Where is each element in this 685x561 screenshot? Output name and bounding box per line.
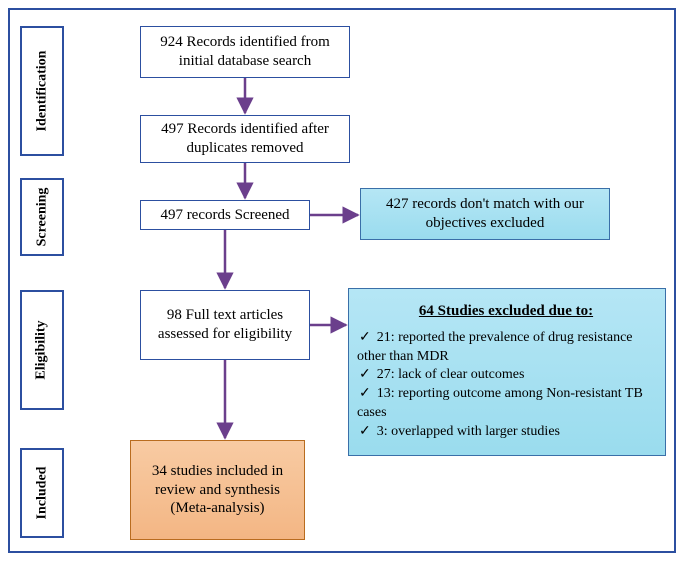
node-excluded-eligibility: 64 Studies excluded due to: 21: reported… xyxy=(348,288,666,456)
excluded-title: 64 Studies excluded due to: xyxy=(357,302,655,321)
node-excluded-screening: 427 records don't match with our objecti… xyxy=(360,188,610,240)
excluded-reason: 13: reporting outcome among Non-resistan… xyxy=(357,385,655,423)
node-records-dedup: 497 Records identified after duplicates … xyxy=(140,115,350,163)
node-records-initial: 924 Records identified from initial data… xyxy=(140,26,350,78)
node-text: 497 records Screened xyxy=(160,206,289,225)
node-records-screened: 497 records Screened xyxy=(140,200,310,230)
phase-label-text: Identification xyxy=(34,51,50,132)
phase-identification: Identification xyxy=(20,26,64,156)
phase-label-text: Screening xyxy=(34,188,50,247)
node-text: 427 records don't match with our objecti… xyxy=(369,195,601,233)
phase-included: Included xyxy=(20,448,64,538)
excluded-reasons-list: 21: reported the prevalence of drug resi… xyxy=(357,329,655,442)
node-text: 34 studies included in review and synthe… xyxy=(139,462,296,518)
phase-label-text: Eligibility xyxy=(34,320,50,379)
node-text: 924 Records identified from initial data… xyxy=(149,33,341,71)
phase-label-text: Included xyxy=(34,467,50,520)
excluded-reason: 27: lack of clear outcomes xyxy=(357,366,655,385)
phase-screening: Screening xyxy=(20,178,64,256)
node-text: 98 Full text articles assessed for eligi… xyxy=(149,306,301,344)
node-text: 497 Records identified after duplicates … xyxy=(149,120,341,158)
node-included-studies: 34 studies included in review and synthe… xyxy=(130,440,305,540)
node-fulltext-assessed: 98 Full text articles assessed for eligi… xyxy=(140,290,310,360)
phase-eligibility: Eligibility xyxy=(20,290,64,410)
diagram-frame xyxy=(8,8,676,553)
excluded-reason: 21: reported the prevalence of drug resi… xyxy=(357,329,655,367)
excluded-reason: 3: overlapped with larger studies xyxy=(357,423,655,442)
